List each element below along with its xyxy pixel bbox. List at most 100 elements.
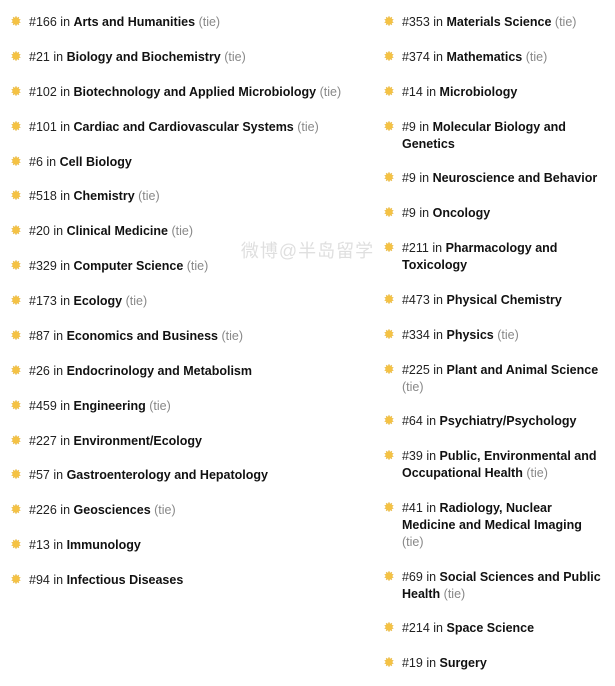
ranking-text: #21 in Biology and Biochemistry (tie) — [29, 49, 246, 66]
ranking-item[interactable]: #211 in Pharmacology and Toxicology — [383, 236, 605, 278]
ranking-text: #518 in Chemistry (tie) — [29, 188, 160, 205]
ranking-item[interactable]: #19 in Surgery — [383, 651, 605, 676]
ranking-columns: #166 in Arts and Humanities (tie) #21 in… — [10, 10, 605, 686]
ranking-text: #102 in Biotechnology and Applied Microb… — [29, 84, 341, 101]
in-label: in — [60, 259, 70, 273]
ranking-text: #334 in Physics (tie) — [402, 327, 519, 344]
ranking-text: #26 in Endocrinology and Metabolism — [29, 363, 252, 380]
rank-number: #20 — [29, 224, 50, 238]
rank-number: #69 — [402, 570, 423, 584]
ranking-item[interactable]: #41 in Radiology, Nuclear Medicine and M… — [383, 496, 605, 555]
ranking-item[interactable]: #473 in Physical Chemistry — [383, 288, 605, 313]
tie-label: (tie) — [497, 328, 519, 342]
ranking-item[interactable]: #102 in Biotechnology and Applied Microb… — [10, 80, 383, 105]
in-label: in — [433, 363, 443, 377]
subject-name: Biotechnology and Applied Microbiology — [74, 85, 317, 99]
ranking-item[interactable]: #173 in Ecology (tie) — [10, 289, 383, 314]
ranking-text: #39 in Public, Environmental and Occupat… — [402, 448, 605, 482]
in-label: in — [433, 293, 443, 307]
rank-number: #87 — [29, 329, 50, 343]
in-label: in — [433, 621, 443, 635]
badge-icon — [383, 449, 395, 461]
ranking-item[interactable]: #21 in Biology and Biochemistry (tie) — [10, 45, 383, 70]
tie-label: (tie) — [444, 587, 466, 601]
ranking-item[interactable]: #9 in Neuroscience and Behavior — [383, 166, 605, 191]
subject-name: Clinical Medicine — [67, 224, 168, 238]
ranking-item[interactable]: #459 in Engineering (tie) — [10, 394, 383, 419]
badge-icon — [383, 85, 395, 97]
rank-number: #41 — [402, 501, 423, 515]
ranking-item[interactable]: #518 in Chemistry (tie) — [10, 184, 383, 209]
rank-number: #334 — [402, 328, 430, 342]
ranking-text: #166 in Arts and Humanities (tie) — [29, 14, 220, 31]
rank-number: #14 — [402, 85, 423, 99]
badge-icon — [383, 570, 395, 582]
ranking-item[interactable]: #101 in Cardiac and Cardiovascular Syste… — [10, 115, 383, 140]
ranking-text: #94 in Infectious Diseases — [29, 572, 183, 589]
ranking-item[interactable]: #64 in Psychiatry/Psychology — [383, 409, 605, 434]
rank-number: #473 — [402, 293, 430, 307]
ranking-item[interactable]: #329 in Computer Science (tie) — [10, 254, 383, 279]
subject-name: Economics and Business — [67, 329, 218, 343]
badge-icon — [10, 538, 22, 550]
ranking-text: #473 in Physical Chemistry — [402, 292, 562, 309]
tie-label: (tie) — [320, 85, 342, 99]
ranking-column-left: #166 in Arts and Humanities (tie) #21 in… — [10, 10, 383, 686]
ranking-item[interactable]: #9 in Oncology — [383, 201, 605, 226]
rank-number: #211 — [402, 241, 429, 255]
tie-label: (tie) — [297, 120, 319, 134]
in-label: in — [53, 468, 63, 482]
ranking-text: #173 in Ecology (tie) — [29, 293, 147, 310]
tie-label: (tie) — [555, 15, 577, 29]
badge-icon — [383, 206, 395, 218]
ranking-text: #214 in Space Science — [402, 620, 534, 637]
badge-icon — [10, 155, 22, 167]
tie-label: (tie) — [526, 50, 548, 64]
ranking-text: #211 in Pharmacology and Toxicology — [402, 240, 605, 274]
ranking-item[interactable]: #14 in Microbiology — [383, 80, 605, 105]
ranking-text: #64 in Psychiatry/Psychology — [402, 413, 576, 430]
badge-icon — [10, 503, 22, 515]
rank-number: #227 — [29, 434, 57, 448]
ranking-item[interactable]: #227 in Environment/Ecology — [10, 429, 383, 454]
in-label: in — [60, 399, 70, 413]
tie-label: (tie) — [402, 535, 424, 549]
ranking-item[interactable]: #87 in Economics and Business (tie) — [10, 324, 383, 349]
ranking-text: #6 in Cell Biology — [29, 154, 132, 171]
ranking-item[interactable]: #334 in Physics (tie) — [383, 323, 605, 348]
in-label: in — [419, 171, 429, 185]
subject-name: Infectious Diseases — [67, 573, 184, 587]
ranking-item[interactable]: #9 in Molecular Biology and Genetics — [383, 115, 605, 157]
ranking-item[interactable]: #20 in Clinical Medicine (tie) — [10, 219, 383, 244]
rank-number: #226 — [29, 503, 57, 517]
rank-number: #353 — [402, 15, 430, 29]
ranking-item[interactable]: #39 in Public, Environmental and Occupat… — [383, 444, 605, 486]
in-label: in — [53, 538, 63, 552]
subject-name: Materials Science — [447, 15, 552, 29]
ranking-item[interactable]: #226 in Geosciences (tie) — [10, 498, 383, 523]
ranking-item[interactable]: #26 in Endocrinology and Metabolism — [10, 359, 383, 384]
rank-number: #329 — [29, 259, 57, 273]
rank-number: #225 — [402, 363, 430, 377]
in-label: in — [426, 449, 436, 463]
ranking-item[interactable]: #69 in Social Sciences and Public Health… — [383, 565, 605, 607]
ranking-item[interactable]: #6 in Cell Biology — [10, 150, 383, 175]
ranking-item[interactable]: #225 in Plant and Animal Science (tie) — [383, 358, 605, 400]
ranking-item[interactable]: #166 in Arts and Humanities (tie) — [10, 10, 383, 35]
in-label: in — [53, 573, 63, 587]
rank-number: #21 — [29, 50, 50, 64]
ranking-item[interactable]: #94 in Infectious Diseases — [10, 568, 383, 593]
ranking-item[interactable]: #214 in Space Science — [383, 616, 605, 641]
ranking-text: #329 in Computer Science (tie) — [29, 258, 208, 275]
badge-icon — [383, 241, 395, 253]
ranking-item[interactable]: #374 in Mathematics (tie) — [383, 45, 605, 70]
ranking-text: #9 in Molecular Biology and Genetics — [402, 119, 605, 153]
in-label: in — [60, 15, 70, 29]
ranking-item[interactable]: #57 in Gastroenterology and Hepatology — [10, 463, 383, 488]
ranking-item[interactable]: #13 in Immunology — [10, 533, 383, 558]
tie-label: (tie) — [154, 503, 176, 517]
ranking-item[interactable]: #353 in Materials Science (tie) — [383, 10, 605, 35]
in-label: in — [60, 503, 70, 517]
badge-icon — [10, 120, 22, 132]
ranking-text: #9 in Neuroscience and Behavior — [402, 170, 597, 187]
